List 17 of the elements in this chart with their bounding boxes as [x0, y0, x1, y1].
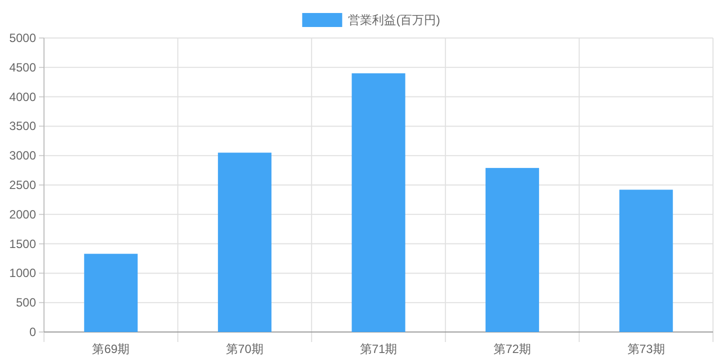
y-tick-label: 5000	[9, 31, 36, 45]
y-tick-label: 0	[29, 325, 36, 339]
y-tick-label: 1500	[9, 236, 36, 251]
y-tick-label: 3000	[9, 148, 36, 163]
y-tick-label: 1000	[9, 266, 36, 280]
y-tick-label: 2500	[9, 178, 36, 192]
x-tick-label: 第71期	[360, 342, 398, 356]
x-tick-label: 第69期	[92, 342, 130, 356]
y-tick-label: 2000	[9, 207, 36, 222]
y-tick-label: 3500	[9, 119, 36, 134]
y-tick-label: 4000	[9, 90, 36, 104]
x-tick-label: 第70期	[226, 342, 264, 356]
y-tick-label: 500	[16, 296, 36, 310]
x-tick-label: 第72期	[494, 342, 531, 356]
x-tick-label: 第73期	[627, 342, 665, 356]
legend-label: 営業利益(百万円)	[348, 13, 440, 27]
y-tick-label: 4500	[9, 60, 36, 74]
